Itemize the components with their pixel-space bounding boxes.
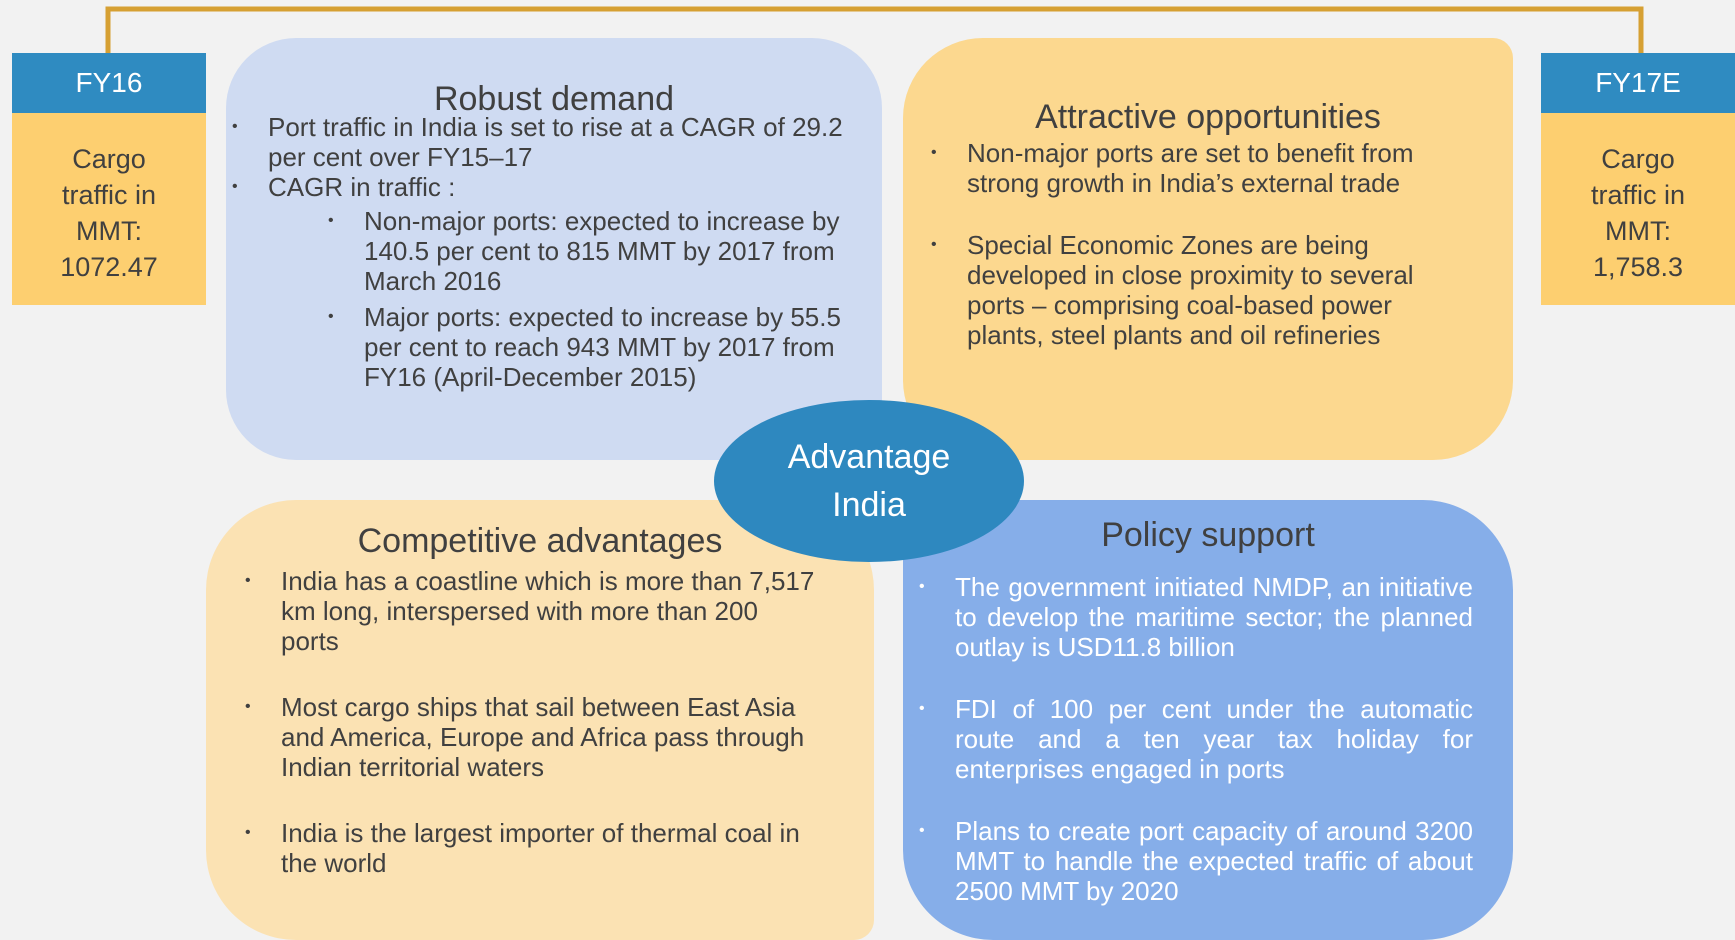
bullet: FDI of 100 per cent under the automatic …: [919, 694, 1473, 784]
slide: FY16 Cargo traffic in MMT: 1072.47 FY17E…: [0, 0, 1735, 918]
bullet: Plans to create port capacity of around …: [919, 816, 1473, 906]
bullet-list: Port traffic in India is set to rise at …: [232, 112, 848, 392]
sub-bullet: Non-major ports: expected to increase by…: [328, 206, 848, 296]
left-header: FY16: [12, 53, 206, 113]
bullet-list: Non-major ports are set to benefit from …: [931, 138, 1457, 350]
panel-title: Competitive advantages: [357, 522, 723, 560]
left-body: Cargo traffic in MMT: 1072.47: [12, 113, 206, 305]
panel-title: Attractive opportunities: [1035, 98, 1381, 136]
bullet-list: The government initiated NMDP, an initia…: [919, 572, 1473, 906]
right-body: Cargo traffic in MMT: 1,758.3: [1541, 113, 1735, 305]
panel: Policy support The government initiated N…: [903, 500, 1513, 940]
bullet: CAGR in traffic :: [232, 172, 848, 202]
panel: Competitive advantages India has a coastl…: [206, 500, 874, 940]
bullet-list: India has a coastline which is more than…: [245, 566, 821, 878]
sub-bullet: Major ports: expected to increase by 55.…: [328, 302, 848, 392]
bracket-line: [105, 6, 1644, 54]
bullet: India is the largest importer of thermal…: [245, 818, 821, 878]
bracket: [105, 6, 1644, 54]
bullet: India has a coastline which is more than…: [245, 566, 821, 656]
bullet: Non-major ports are set to benefit from …: [931, 138, 1457, 198]
panel: Attractive opportunitiesNon-major ports …: [903, 38, 1513, 460]
bullet: Most cargo ships that sail between East …: [245, 692, 821, 782]
bullet: Port traffic in India is set to rise at …: [232, 112, 848, 172]
bullet: The government initiated NMDP, an initia…: [919, 572, 1473, 662]
center-ellipse: Advantage India: [714, 400, 1024, 562]
panel-title: Policy support: [1101, 516, 1315, 554]
bullet: Special Economic Zones are being develop…: [931, 230, 1457, 350]
panel: Robust demandPort traffic in India is se…: [226, 38, 882, 460]
right-header: FY17E: [1541, 53, 1735, 113]
